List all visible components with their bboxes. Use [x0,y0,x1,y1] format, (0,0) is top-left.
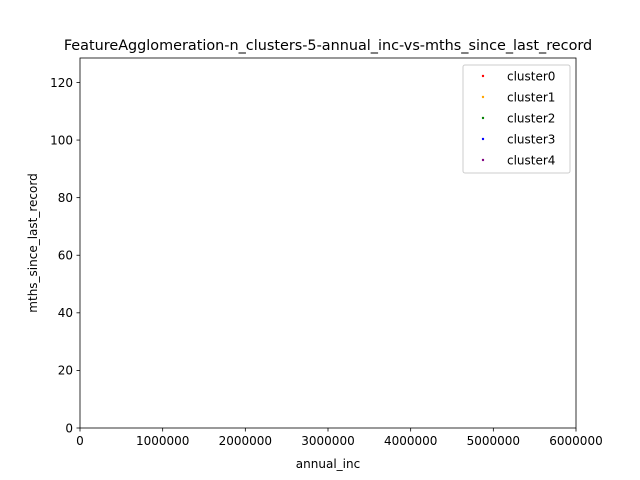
x-tick-label: 2000000 [219,434,272,448]
y-axis-label: mths_since_last_record [26,173,40,312]
x-tick-label: 1000000 [136,434,189,448]
x-axis-ticks: 0 1000000 2000000 3000000 4000000 5000000 6000… [76,428,603,448]
chart-title: FeatureAgglomeration-n_clusters-5-annual… [64,38,592,54]
legend-marker [481,116,485,120]
x-tick-label: 6000000 [549,434,602,448]
x-tick-label: 0 [76,434,84,448]
y-tick-label: 40 [58,306,73,320]
y-axis-ticks: 0 20 40 60 80 100 120 [50,76,80,435]
legend-items: cluster0 cluster1 cluster2 cluster3 cluster4 [481,69,555,167]
x-tick-label: 5000000 [467,434,520,448]
x-tick-label: 3000000 [301,434,354,448]
legend-marker [481,95,485,99]
y-tick-label: 100 [50,133,73,147]
legend-marker [481,158,485,162]
legend-label: cluster1 [507,90,555,104]
x-axis-label: annual_inc [296,457,360,471]
legend: cluster0 cluster1 cluster2 cluster3 cluster4 [462,64,571,174]
y-tick-label: 120 [50,76,73,90]
y-tick-label: 80 [58,191,73,205]
y-tick-label: 20 [58,364,73,378]
legend-label: cluster4 [507,153,555,167]
y-tick-label: 0 [65,421,73,435]
legend-frame [462,64,571,174]
legend-label: cluster2 [507,111,555,125]
legend-marker [481,137,485,141]
legend-label: cluster3 [507,132,555,146]
y-tick-label: 60 [58,249,73,263]
legend-label: cluster0 [507,69,555,83]
x-tick-label: 4000000 [384,434,437,448]
legend-marker [481,74,485,78]
